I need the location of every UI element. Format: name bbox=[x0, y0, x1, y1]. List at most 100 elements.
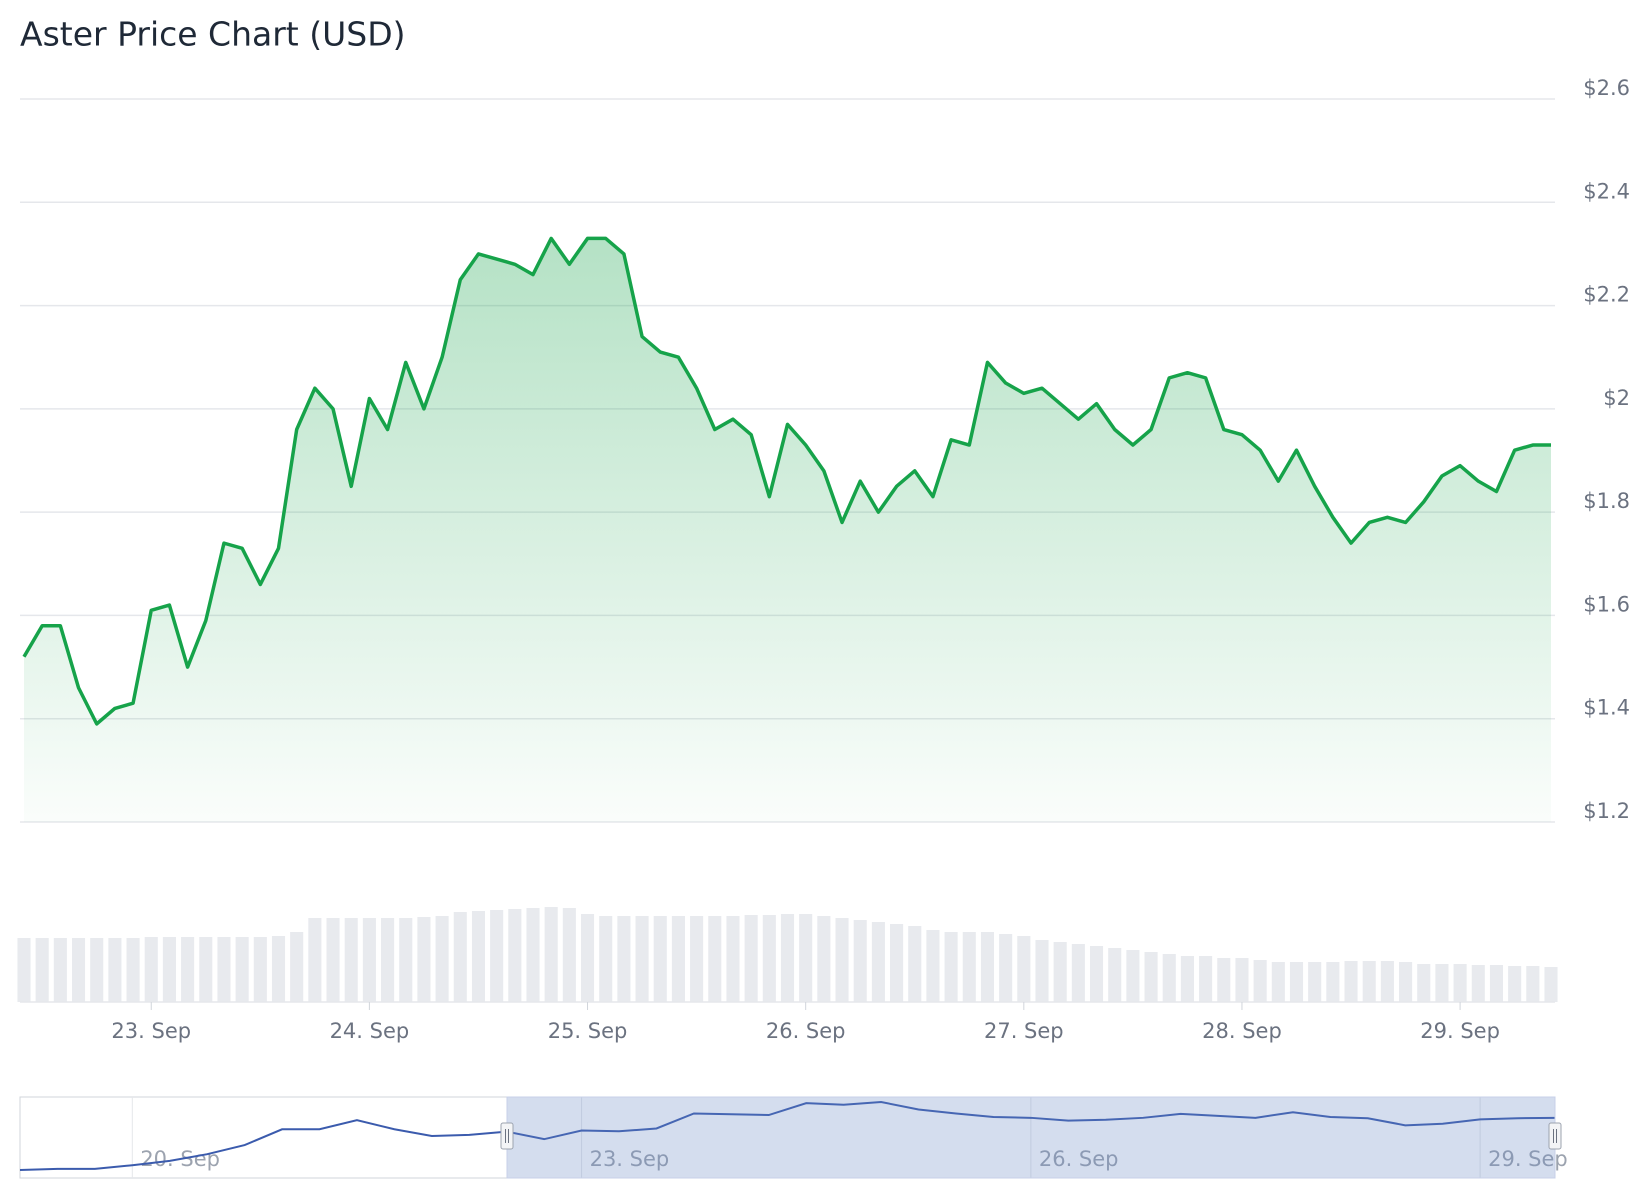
navigator-tick-label: 26. Sep bbox=[1039, 1147, 1119, 1171]
volume-bar bbox=[962, 932, 976, 1002]
y-tick-label: $1.8 bbox=[1583, 489, 1630, 513]
volume-bar bbox=[381, 918, 395, 1002]
volume-bar bbox=[890, 924, 904, 1002]
volume-bar bbox=[1471, 965, 1485, 1002]
volume-bar bbox=[1017, 936, 1031, 1002]
volume-bar bbox=[1308, 962, 1322, 1002]
navigator-handle[interactable] bbox=[500, 1122, 514, 1150]
volume-bar bbox=[1217, 958, 1231, 1002]
volume-bar bbox=[126, 938, 140, 1002]
volume-bar bbox=[1162, 954, 1176, 1002]
volume-bar bbox=[399, 918, 413, 1002]
x-tick-label: 26. Sep bbox=[766, 1019, 846, 1043]
volume-bar bbox=[199, 937, 213, 1002]
volume-bar bbox=[580, 914, 595, 1002]
volume-bar bbox=[235, 937, 249, 1002]
volume-bar bbox=[1508, 966, 1522, 1002]
volume-bar bbox=[71, 938, 86, 1002]
volume-bar bbox=[344, 918, 358, 1002]
volume-bar bbox=[690, 916, 704, 1002]
volume-bar bbox=[417, 917, 431, 1002]
volume-bar bbox=[1453, 964, 1467, 1002]
volume-bar bbox=[799, 914, 813, 1002]
volume-bar bbox=[671, 916, 685, 1002]
volume-bar bbox=[1289, 962, 1304, 1002]
volume-bar bbox=[1144, 952, 1158, 1002]
volume-bar bbox=[1489, 965, 1504, 1002]
navigator bbox=[19, 1096, 1556, 1179]
chart-title: Aster Price Chart (USD) bbox=[20, 15, 406, 54]
x-tick-label: 25. Sep bbox=[548, 1019, 628, 1043]
volume-bar bbox=[1399, 962, 1413, 1002]
volume-bar bbox=[1089, 946, 1104, 1002]
volume-bar bbox=[1053, 942, 1067, 1002]
volume-bar bbox=[1035, 940, 1049, 1002]
volume-bar bbox=[53, 938, 67, 1002]
volume-bar bbox=[181, 937, 195, 1002]
x-tick-label: 23. Sep bbox=[111, 1019, 191, 1043]
volume-bar bbox=[780, 914, 795, 1002]
volume-bar bbox=[471, 911, 486, 1002]
volume-bar bbox=[1126, 950, 1140, 1002]
volume-bar bbox=[271, 936, 286, 1002]
volume-bar bbox=[326, 918, 340, 1002]
navigator-selection bbox=[506, 1096, 1556, 1179]
x-tick-label: 24. Sep bbox=[330, 1019, 410, 1043]
y-tick-label: $1.6 bbox=[1583, 592, 1630, 616]
volume-bar bbox=[835, 918, 849, 1002]
volume-bar bbox=[726, 916, 740, 1002]
volume-bar bbox=[1380, 961, 1394, 1002]
volume-bar bbox=[253, 937, 267, 1002]
volume-bar bbox=[653, 916, 667, 1002]
volume-bar bbox=[1344, 961, 1358, 1002]
volume-bar bbox=[217, 937, 231, 1002]
volume-bar bbox=[1526, 966, 1540, 1002]
volume-bar bbox=[562, 908, 576, 1002]
navigator-tick-label: 23. Sep bbox=[590, 1147, 670, 1171]
volume-bar bbox=[453, 912, 467, 1002]
y-tick-label: $1.2 bbox=[1583, 799, 1630, 823]
volume-bar bbox=[1180, 956, 1194, 1002]
navigator-handle[interactable] bbox=[1548, 1122, 1562, 1150]
volume-bar bbox=[908, 926, 922, 1002]
volume-bar bbox=[599, 916, 613, 1002]
volume-bar bbox=[944, 932, 958, 1002]
navigator-frame bbox=[19, 1096, 1556, 1179]
volume-bar bbox=[762, 915, 776, 1002]
volume-bar bbox=[108, 938, 122, 1002]
volume-bar bbox=[1071, 944, 1085, 1002]
y-tick-label: $1.4 bbox=[1583, 696, 1630, 720]
price-line bbox=[22, 236, 1551, 726]
volume-bar bbox=[871, 922, 885, 1002]
price-area bbox=[24, 238, 1551, 822]
volume-bar bbox=[490, 910, 504, 1002]
volume-bar bbox=[162, 937, 176, 1002]
volume-bar bbox=[508, 909, 522, 1002]
volume-bar bbox=[817, 916, 831, 1002]
volume-bar bbox=[635, 916, 649, 1002]
volume-bar bbox=[926, 930, 940, 1002]
volume-bar bbox=[1362, 961, 1376, 1002]
volume-bar bbox=[308, 918, 322, 1002]
volume-bar bbox=[526, 908, 540, 1002]
volume-bar bbox=[999, 934, 1013, 1002]
volume-bar bbox=[290, 932, 304, 1002]
x-tick-label: 27. Sep bbox=[984, 1019, 1064, 1043]
y-tick-label: $2.2 bbox=[1583, 283, 1630, 307]
y-tick-label: $2.4 bbox=[1583, 179, 1630, 203]
volume-bar bbox=[853, 920, 867, 1002]
volume-bar bbox=[35, 938, 49, 1002]
x-tick-label: 28. Sep bbox=[1202, 1019, 1282, 1043]
volume-bar bbox=[1417, 964, 1431, 1002]
volume-bar bbox=[1326, 962, 1340, 1002]
volume-bar bbox=[744, 915, 758, 1002]
volume-bar bbox=[435, 916, 449, 1002]
y-tick-label: $2 bbox=[1603, 386, 1630, 410]
volume-bar bbox=[617, 916, 631, 1002]
volume-bar bbox=[544, 907, 558, 1002]
y-tick-label: $2.6 bbox=[1583, 76, 1630, 100]
volume-bar bbox=[708, 916, 722, 1002]
volume-bar bbox=[144, 937, 158, 1002]
volume-bar bbox=[1253, 960, 1267, 1002]
